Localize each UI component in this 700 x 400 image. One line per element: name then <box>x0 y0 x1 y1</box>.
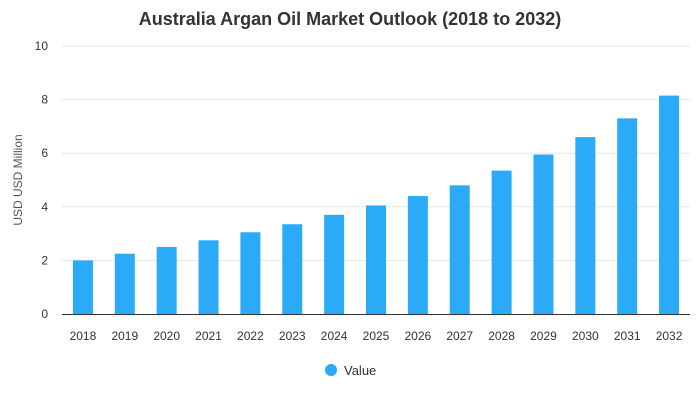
legend-label-value: Value <box>344 363 376 378</box>
x-tick-label: 2030 <box>572 329 599 343</box>
y-tick-label: 6 <box>41 146 48 160</box>
bar-2031[interactable] <box>617 118 638 314</box>
legend-swatch-value <box>325 364 337 376</box>
x-tick-label: 2021 <box>195 329 222 343</box>
bar-2019[interactable] <box>114 253 135 314</box>
x-tick-label: 2023 <box>279 329 306 343</box>
y-axis-label: USD USD Million <box>11 134 25 225</box>
bar-2020[interactable] <box>156 247 177 314</box>
bar-2025[interactable] <box>366 205 386 314</box>
x-tick-label: 2025 <box>363 329 390 343</box>
y-tick-label: 4 <box>41 200 48 214</box>
bar-2032[interactable] <box>659 95 680 314</box>
y-axis-ticks: 0 2 4 6 8 10 <box>35 39 49 321</box>
bar-2028[interactable] <box>491 170 512 314</box>
x-tick-label: 2027 <box>446 329 473 343</box>
x-tick-label: 2020 <box>153 329 180 343</box>
y-tick-label: 2 <box>41 253 48 267</box>
chart-title: Australia Argan Oil Market Outlook (2018… <box>139 9 561 29</box>
y-tick-label: 10 <box>35 39 49 53</box>
bar-2026[interactable] <box>407 196 428 314</box>
x-axis-ticks: 2018 2019 2020 2021 2022 2023 2024 2025 2026 2027… <box>70 329 683 343</box>
legend: Value <box>325 363 376 378</box>
bar-2029[interactable] <box>533 154 554 314</box>
y-tick-label: 0 <box>41 307 48 321</box>
x-tick-label: 2019 <box>111 329 138 343</box>
x-tick-label: 2031 <box>614 329 641 343</box>
bar-2030[interactable] <box>575 137 596 314</box>
x-tick-label: 2022 <box>237 329 264 343</box>
bar-2022[interactable] <box>240 232 261 314</box>
bar-2021[interactable] <box>198 240 219 314</box>
bar-2024[interactable] <box>324 214 345 314</box>
bar-2023[interactable] <box>282 224 303 314</box>
x-tick-label: 2026 <box>405 329 432 343</box>
x-tick-label: 2029 <box>530 329 557 343</box>
bar-2018[interactable] <box>72 260 93 314</box>
bars <box>72 95 680 314</box>
x-tick-label: 2028 <box>488 329 515 343</box>
x-tick-label: 2024 <box>321 329 348 343</box>
y-tick-label: 8 <box>41 93 48 107</box>
bar-2027[interactable] <box>449 185 470 314</box>
x-tick-label: 2032 <box>656 329 683 343</box>
x-tick-label: 2018 <box>70 329 97 343</box>
